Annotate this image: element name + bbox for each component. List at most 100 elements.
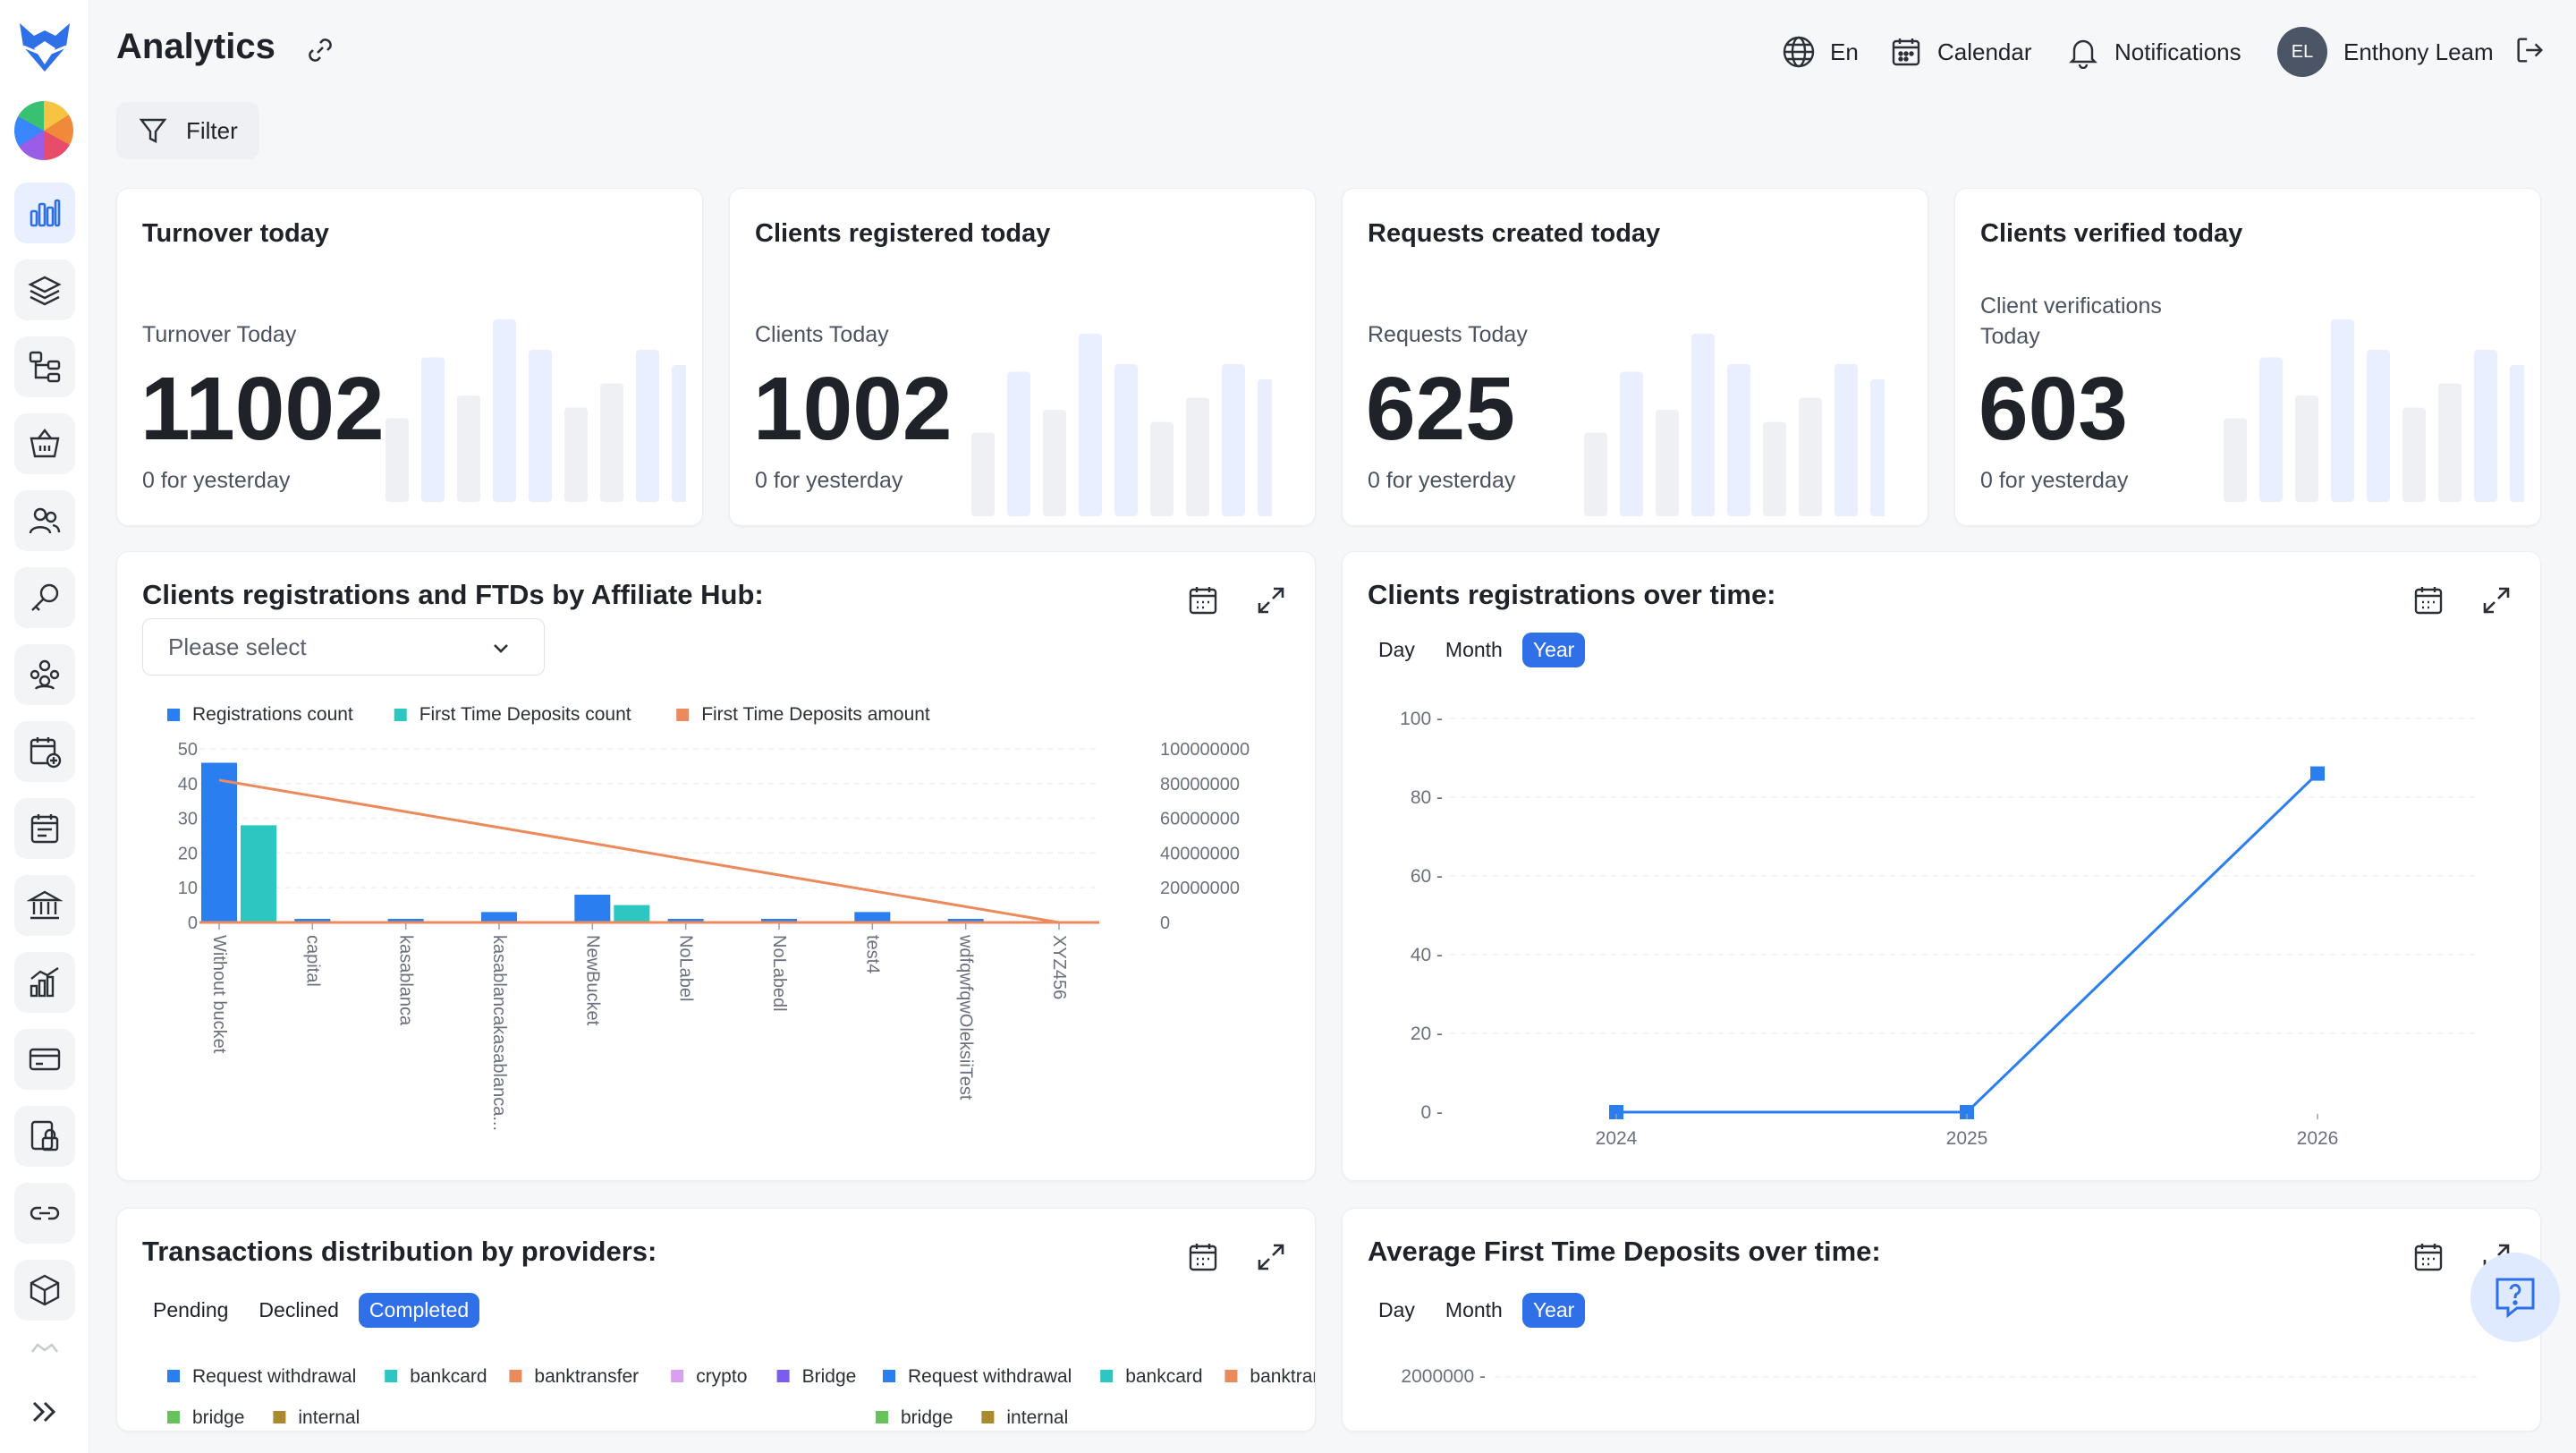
notifications-button[interactable]: Notifications	[2066, 32, 2241, 72]
sparkline-bar	[1870, 379, 1885, 516]
sidebar-item-groups[interactable]	[14, 644, 75, 705]
legend-swatch	[1224, 1370, 1238, 1382]
legend-swatch	[167, 709, 180, 721]
tab-day[interactable]: Day	[1378, 1298, 1415, 1321]
expand-icon[interactable]	[1255, 1241, 1287, 1273]
tab-declined[interactable]: Declined	[258, 1298, 339, 1321]
stat-yesterday: 0 for yesterday	[1368, 468, 1516, 493]
sparkline-bar	[600, 383, 623, 502]
x-tick-label: NoLabel	[676, 935, 696, 1002]
ftd-chart: 2000000 -	[1401, 1366, 2479, 1387]
sparkline-bar	[1727, 364, 1750, 516]
sparkline-bar	[1799, 397, 1822, 516]
lock-icon	[30, 1120, 59, 1151]
legend-label: Bridge	[802, 1366, 857, 1387]
calendar-icon[interactable]	[1187, 584, 1219, 616]
calendar-icon[interactable]	[2412, 584, 2445, 616]
stat-card-clients-registered: Clients registered today Clients Today 1…	[729, 188, 1316, 526]
help-button[interactable]	[2470, 1253, 2560, 1342]
sparkline-bar	[2367, 350, 2390, 502]
calendar-icon	[1892, 38, 1920, 66]
sidebar-item-links[interactable]	[14, 1183, 75, 1244]
y-tick-label: 2000000 -	[1401, 1366, 1486, 1387]
expand-icon[interactable]	[1255, 584, 1287, 616]
sidebar-item-calendar-list[interactable]	[14, 798, 75, 859]
expand-icon[interactable]	[2480, 1241, 2512, 1273]
stat-yesterday: 0 for yesterday	[755, 468, 903, 493]
sidebar-item-analytics[interactable]	[14, 183, 75, 243]
x-tick-label: 2025	[1946, 1128, 1988, 1149]
calendar-icon[interactable]	[2412, 1241, 2445, 1273]
x-tick-label: Without bucket	[209, 935, 229, 1054]
tab-day[interactable]: Day	[1378, 638, 1415, 661]
sidebar-item-reports[interactable]	[14, 952, 75, 1013]
bar-chart-icon	[30, 199, 61, 227]
box-icon	[30, 1274, 60, 1306]
y2-tick-label: 80000000	[1160, 775, 1240, 794]
sidebar-item-security[interactable]	[14, 1106, 75, 1167]
sparkline-bar	[1763, 421, 1786, 516]
stat-label: Clients Today	[755, 322, 889, 347]
sparkline-bar	[1043, 410, 1066, 516]
stat-title: Clients verified today	[1980, 219, 2243, 248]
link-icon[interactable]	[304, 34, 336, 66]
fox-logo-icon[interactable]	[14, 20, 75, 77]
sparkline-bar	[421, 357, 445, 502]
x-tick-label: 2026	[2297, 1128, 2339, 1149]
affiliate-chart: Registrations count First Time Deposits c…	[167, 704, 1250, 1131]
legend-label: internal	[298, 1407, 360, 1428]
filter-button[interactable]: Filter	[116, 102, 259, 159]
sidebar-item-layers[interactable]	[14, 259, 75, 320]
x-tick-label: 2024	[1596, 1128, 1638, 1149]
affiliate-hub-panel: Clients registrations and FTDs by Affili…	[116, 551, 1316, 1181]
tab-month[interactable]: Month	[1445, 1298, 1503, 1321]
legend-label: First Time Deposits amount	[701, 704, 930, 725]
logout-icon[interactable]	[2513, 34, 2546, 66]
calendar-button[interactable]: Calendar	[1889, 32, 2032, 72]
bell-icon	[2069, 39, 2097, 69]
calendar-icon[interactable]	[1187, 1241, 1219, 1273]
legend-label: internal	[1006, 1407, 1068, 1428]
y-tick-label: 50	[178, 740, 198, 760]
tab-pending[interactable]: Pending	[153, 1298, 229, 1321]
sparkline-bar	[1258, 379, 1272, 516]
legend-label: bridge	[901, 1407, 953, 1428]
x-tick-label: NewBucket	[582, 935, 602, 1026]
average-ftd-panel: Average First Time Deposits over time: D…	[1342, 1208, 2541, 1432]
sidebar-item-hierarchy[interactable]	[14, 336, 75, 397]
sidebar-item-more[interactable]	[14, 1337, 75, 1360]
sparkline-bar	[529, 350, 552, 502]
tab-month[interactable]: Month	[1445, 638, 1503, 661]
sparkline-bar	[2331, 319, 2354, 502]
tab-year[interactable]: Year	[1521, 633, 1586, 667]
bar-ftd-count	[241, 825, 276, 922]
sparkline-bar	[2224, 418, 2247, 502]
bank-icon	[27, 890, 63, 920]
sparkline-bar	[1620, 371, 1643, 516]
y-tick-label: 0	[188, 913, 198, 933]
affiliate-select[interactable]: Please select	[142, 618, 545, 676]
sidebar-item-cards[interactable]	[14, 1029, 75, 1090]
sidebar-item-box[interactable]	[14, 1260, 75, 1321]
legend-swatch	[385, 1370, 398, 1382]
sidebar-item-clients[interactable]	[14, 490, 75, 551]
stat-yesterday: 0 for yesterday	[142, 468, 291, 493]
tab-year[interactable]: Year	[1521, 1293, 1586, 1328]
panel-title: Clients registrations and FTDs by Affili…	[142, 579, 764, 610]
sparkline-bar	[971, 432, 995, 516]
language-selector[interactable]: En	[1782, 32, 1859, 72]
sparkline-bar	[457, 395, 480, 502]
sidebar-item-basket[interactable]	[14, 413, 75, 474]
sidebar-item-bank[interactable]	[14, 875, 75, 936]
help-chat-icon	[2496, 1278, 2535, 1319]
expand-icon[interactable]	[2480, 584, 2512, 616]
legend-label: First Time Deposits count	[419, 704, 631, 725]
sparkline-bar	[636, 350, 659, 502]
stat-value: 11002	[140, 359, 385, 459]
color-wheel-icon[interactable]	[14, 101, 73, 160]
sidebar-item-keys[interactable]	[14, 567, 75, 628]
sidebar-item-calendar-add[interactable]	[14, 721, 75, 782]
expand-sidebar-icon[interactable]	[27, 1394, 63, 1430]
user-menu[interactable]: EL Enthony Leam	[2277, 27, 2494, 77]
tab-completed[interactable]: Completed	[358, 1293, 480, 1328]
